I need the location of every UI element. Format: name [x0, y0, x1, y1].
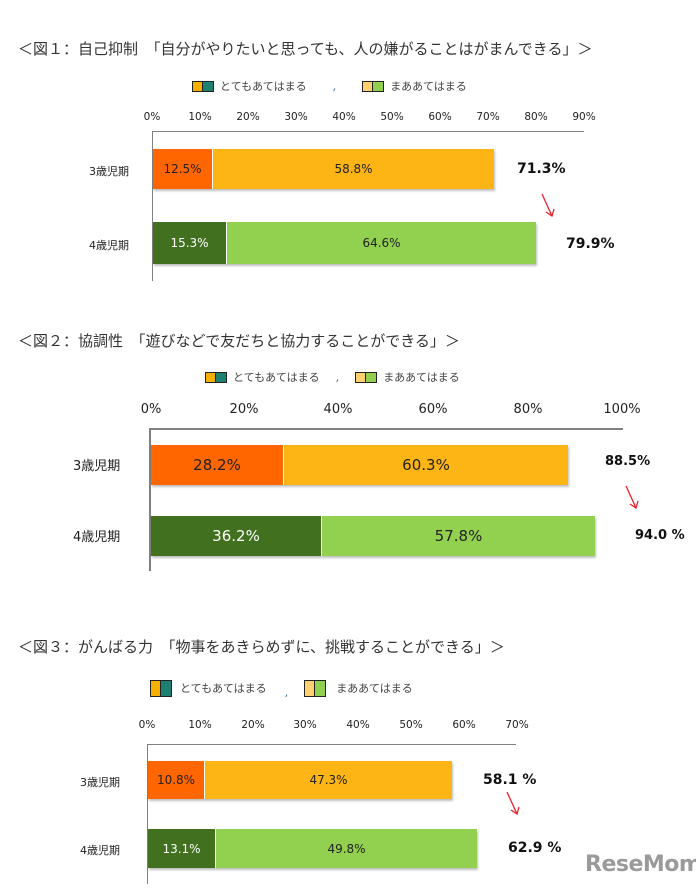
tick: 50%: [380, 111, 404, 123]
figure-3-axis-left: [147, 744, 148, 884]
legend-swatch-mild: [355, 371, 378, 383]
increase-arrow-icon: [506, 791, 520, 816]
figure-2-legend: とてもあてはまる , まああてはまる: [205, 369, 460, 385]
segment-mild: 60.3%: [283, 445, 568, 485]
total-4yo: 62.9 %: [508, 840, 562, 856]
legend-label-strong: とてもあてはまる: [233, 371, 320, 384]
tick: 20%: [241, 719, 265, 731]
total-4yo: 79.9%: [566, 236, 615, 252]
legend-label-strong: とてもあてはまる: [220, 80, 307, 93]
row-label-4yo: 4歳児期: [89, 239, 129, 252]
figure-2-bar-4yo: 36.2% 57.8%: [151, 516, 595, 556]
tick: 40%: [323, 402, 353, 417]
legend-separator: ,: [332, 79, 337, 93]
tick: 0%: [143, 111, 161, 123]
segment-strong: 15.3%: [153, 222, 226, 264]
tick: 10%: [188, 719, 212, 731]
figure-3-legend: とてもあてはまる , まああてはまる: [150, 680, 413, 699]
legend-swatch-strong: [150, 680, 172, 697]
legend-swatch-mild: [304, 680, 327, 697]
figure-1-axis-left: [152, 131, 153, 281]
row-label-4yo: 4歳児期: [73, 530, 121, 545]
segment-strong: 13.1%: [148, 829, 215, 868]
tick: 20%: [236, 111, 260, 123]
tick: 80%: [524, 111, 548, 123]
tick: 0%: [140, 402, 162, 417]
tick: 80%: [513, 402, 543, 417]
tick: 40%: [332, 111, 356, 123]
figure-1-bar-4yo: 15.3% 64.6%: [153, 222, 536, 264]
row-label-4yo: 4歳児期: [80, 844, 120, 857]
legend-swatch-strong: [205, 371, 227, 383]
increase-arrow-icon: [625, 485, 639, 510]
row-label-3yo: 3歳児期: [73, 459, 121, 474]
segment-mild: 64.6%: [226, 222, 536, 264]
tick: 60%: [452, 719, 476, 731]
legend-label-strong: とてもあてはまる: [180, 682, 267, 695]
total-4yo: 94.0 %: [635, 528, 685, 543]
figure-2-bar-3yo: 28.2% 60.3%: [151, 445, 568, 485]
legend-label-mild: まああてはまる: [336, 682, 413, 695]
figure-1-axis-line: [152, 131, 584, 132]
segment-mild: 47.3%: [204, 761, 452, 799]
figure-3-bar-4yo: 13.1% 49.8%: [148, 829, 477, 868]
figure-1-title: ＜図１：自己抑制 「自分がやりたいと思っても、人の嫌がることはがまんできる」＞: [18, 40, 593, 58]
legend-swatch-mild: [362, 80, 385, 92]
figure-2-title: ＜図２：協調性 「遊びなどで友だちと協力することができる」＞: [18, 332, 460, 350]
increase-arrow-icon: [541, 193, 555, 218]
legend-separator: ,: [284, 686, 289, 699]
tick: 70%: [505, 719, 529, 731]
tick: 50%: [399, 719, 423, 731]
tick: 30%: [284, 111, 308, 123]
figure-1-bar-3yo: 12.5% 58.8%: [153, 149, 494, 189]
figure-3-axis-line: [147, 744, 516, 745]
segment-strong: 36.2%: [151, 516, 321, 556]
tick: 60%: [418, 402, 448, 417]
total-3yo: 88.5%: [605, 454, 651, 469]
figure-2-axis-line: [149, 428, 623, 430]
segment-mild: 49.8%: [215, 829, 477, 868]
row-label-3yo: 3歳児期: [80, 776, 120, 789]
resemom-logo: ReseMom: [585, 852, 696, 877]
segment-strong: 10.8%: [148, 761, 204, 799]
tick: 60%: [428, 111, 452, 123]
legend-label-mild: まああてはまる: [383, 371, 460, 384]
segment-mild: 57.8%: [321, 516, 595, 556]
tick: 90%: [572, 111, 596, 123]
total-3yo: 58.1 %: [483, 772, 537, 788]
tick: 100%: [603, 402, 641, 417]
tick: 40%: [346, 719, 370, 731]
row-label-3yo: 3歳児期: [89, 165, 129, 178]
figure-3-title: ＜図３：がんばる力 「物事をあきらめずに、挑戦することができる」＞: [18, 638, 505, 656]
tick: 0%: [138, 719, 156, 731]
figure-1-legend: とてもあてはまる , まああてはまる: [192, 78, 467, 94]
tick: 20%: [229, 402, 259, 417]
tick: 70%: [476, 111, 500, 123]
legend-swatch-strong: [192, 80, 214, 92]
figure-2-axis-left: [149, 428, 151, 571]
figure-3-bar-3yo: 10.8% 47.3%: [148, 761, 452, 799]
tick: 30%: [293, 719, 317, 731]
tick: 10%: [188, 111, 212, 123]
segment-mild: 58.8%: [212, 149, 494, 189]
legend-label-mild: まああてはまる: [390, 80, 467, 93]
total-3yo: 71.3%: [517, 161, 566, 177]
segment-strong: 12.5%: [153, 149, 212, 189]
legend-separator: ,: [335, 370, 340, 384]
segment-strong: 28.2%: [151, 445, 283, 485]
